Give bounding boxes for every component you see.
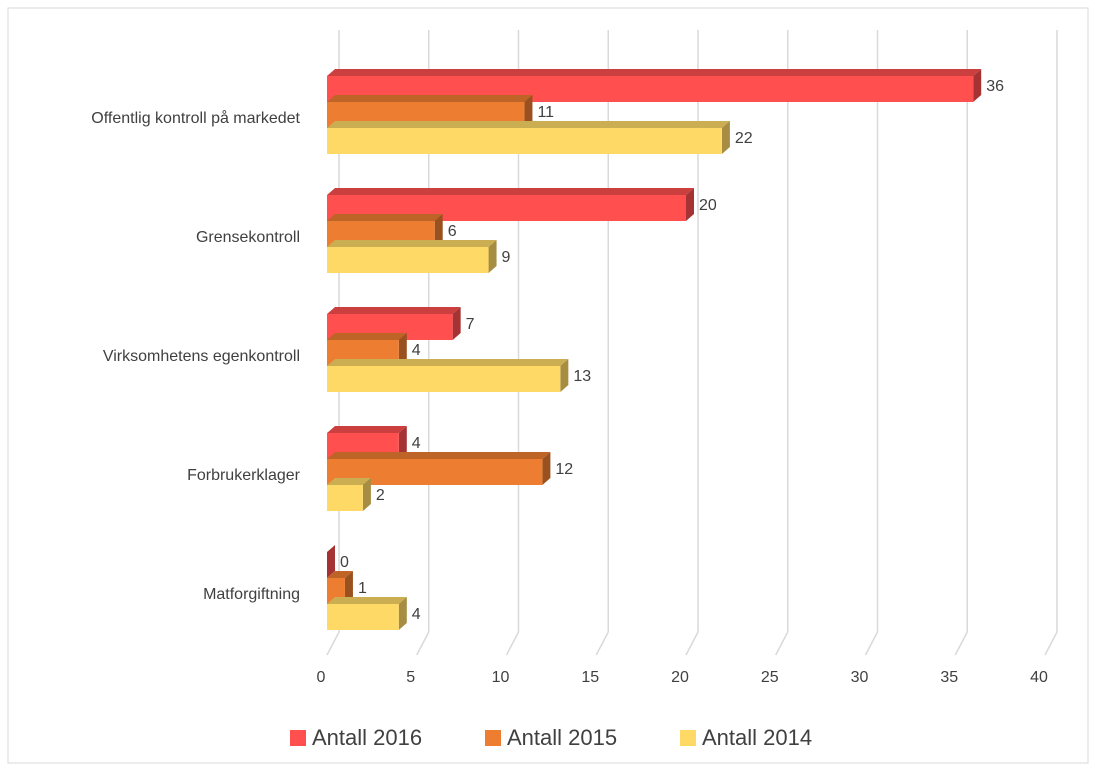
- bar-side: [398, 333, 407, 366]
- grid-floor-line: [954, 631, 968, 656]
- data-label: 22: [735, 130, 753, 147]
- bar-side: [524, 95, 533, 128]
- bar-side: [344, 571, 353, 604]
- bar-side: [686, 188, 694, 221]
- bar-side: [434, 214, 443, 247]
- data-label: 1: [358, 580, 367, 597]
- grid-floor-line: [685, 631, 699, 656]
- x-tick-label: 0: [317, 669, 326, 686]
- bar: [327, 366, 561, 392]
- grid-floor-line: [1044, 631, 1058, 656]
- grid-floor-line: [416, 631, 430, 656]
- y-tick-label: Offentlig kontroll på markedet: [91, 109, 300, 127]
- data-label: 11: [537, 104, 554, 121]
- bar-side: [362, 478, 371, 511]
- data-label: 4: [412, 606, 421, 623]
- y-tick-label: Forbrukerklager: [187, 467, 301, 484]
- bar-top: [327, 359, 569, 366]
- bar-side: [488, 240, 497, 273]
- bar-side: [721, 121, 730, 154]
- data-label: 7: [466, 316, 475, 333]
- x-tick-label: 15: [581, 669, 599, 686]
- x-tick-label: 40: [1030, 669, 1048, 686]
- bar-side: [452, 307, 461, 340]
- bar-side: [560, 359, 569, 392]
- bar-top: [327, 188, 694, 195]
- bar-top: [327, 597, 407, 604]
- x-tick-label: 10: [492, 669, 510, 686]
- bar-top: [327, 121, 730, 128]
- y-tick-label: Matforgiftning: [203, 586, 300, 603]
- bar-side: [542, 452, 551, 485]
- legend-label: Antall 2015: [507, 725, 617, 750]
- legend-swatch: [680, 730, 696, 746]
- data-label: 36: [986, 78, 1004, 95]
- bar-side: [327, 545, 335, 578]
- x-tick-label: 35: [940, 669, 958, 686]
- bar-top: [327, 452, 551, 459]
- grid-floor-line: [864, 631, 879, 656]
- y-tick-label: Grensekontroll: [196, 229, 300, 246]
- x-tick-label: 5: [406, 669, 415, 686]
- bar-top: [327, 240, 497, 247]
- data-label: 13: [573, 368, 591, 385]
- legend-swatch: [290, 730, 306, 746]
- grid-floor-line: [595, 631, 609, 656]
- data-label: 9: [502, 249, 511, 266]
- data-label: 4: [412, 342, 421, 359]
- legend-label: Antall 2014: [702, 725, 812, 750]
- bar: [327, 485, 363, 511]
- bar: [327, 604, 399, 630]
- data-label: 20: [699, 197, 717, 214]
- data-label: 0: [340, 554, 349, 571]
- x-tick-label: 30: [851, 669, 869, 686]
- bar-side: [973, 69, 982, 102]
- grid-floor-line: [505, 631, 520, 656]
- data-label: 12: [555, 461, 573, 478]
- bar-side: [398, 426, 407, 459]
- y-tick-label: Virksomhetens egenkontroll: [103, 348, 300, 365]
- bar: [327, 247, 489, 273]
- bar-top: [327, 426, 407, 433]
- bar-top: [327, 478, 371, 485]
- bar-top: [327, 333, 407, 340]
- bar: [327, 128, 722, 154]
- bar-top: [327, 95, 533, 102]
- bar-top: [327, 571, 353, 578]
- x-tick-label: 20: [671, 669, 689, 686]
- bar-top: [327, 214, 443, 221]
- data-label: 2: [376, 487, 385, 504]
- bar-top: [327, 69, 982, 76]
- bar-side: [398, 597, 407, 630]
- data-label: 6: [448, 223, 457, 240]
- bar-top: [327, 307, 461, 314]
- x-tick-label: 25: [761, 669, 779, 686]
- data-label: 4: [412, 435, 421, 452]
- grid-floor-line: [326, 631, 340, 656]
- grid-floor-line: [775, 631, 789, 656]
- legend-label: Antall 2016: [312, 725, 422, 750]
- legend-swatch: [485, 730, 501, 746]
